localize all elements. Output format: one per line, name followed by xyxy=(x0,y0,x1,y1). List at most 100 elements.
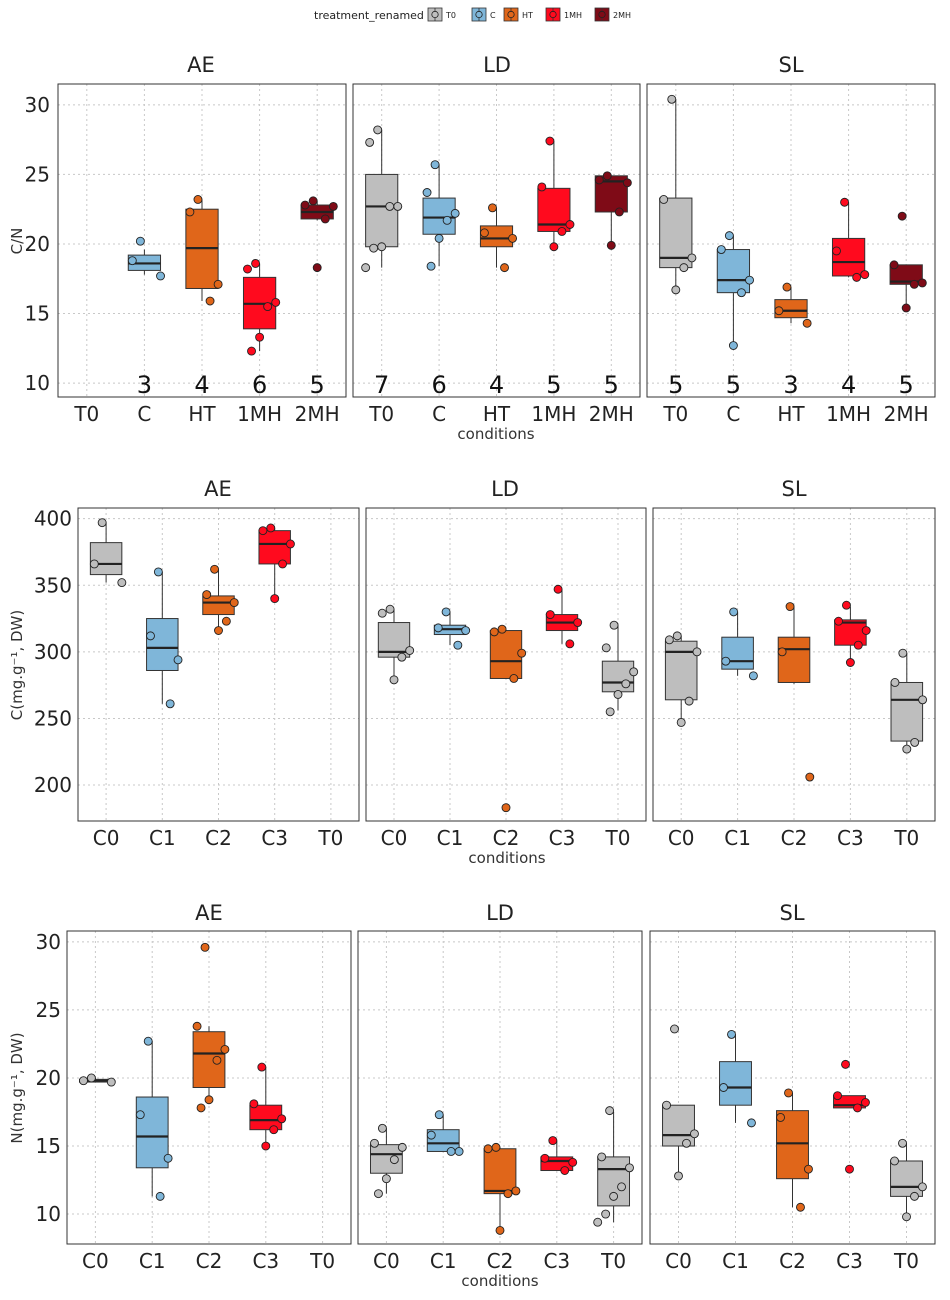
data-point xyxy=(393,201,403,211)
data-point xyxy=(729,607,739,617)
data-point xyxy=(163,1153,173,1163)
legend-label: 1MH xyxy=(564,11,582,20)
box-body xyxy=(146,618,179,671)
box-body xyxy=(258,530,291,565)
x-tick-label: C2 xyxy=(205,826,232,850)
data-point xyxy=(842,600,851,610)
box-body xyxy=(890,1160,923,1197)
data-point xyxy=(629,667,639,677)
count-label: 5 xyxy=(310,371,325,399)
box-c3 xyxy=(834,600,871,667)
data-point xyxy=(266,523,276,533)
data-point xyxy=(205,296,215,306)
facet-sl: SL C0 C1 C2 C3 T0 xyxy=(649,901,936,1273)
data-point xyxy=(737,288,746,298)
data-point xyxy=(221,616,231,626)
data-point xyxy=(434,1110,444,1120)
data-point xyxy=(258,526,268,536)
x-tick-label: T0 xyxy=(605,826,631,850)
legend-key-point xyxy=(475,10,483,19)
data-point xyxy=(200,942,210,952)
x-tick-label: C3 xyxy=(252,1249,279,1273)
data-point xyxy=(861,626,871,635)
data-point xyxy=(491,1142,501,1152)
panel-frame xyxy=(57,83,347,398)
legend-item-1mh: 1MH xyxy=(545,7,582,22)
data-point xyxy=(613,690,623,699)
data-point xyxy=(853,640,863,650)
count-label: 5 xyxy=(899,371,914,399)
data-point xyxy=(692,647,702,657)
panel-frame xyxy=(77,507,360,822)
data-point xyxy=(664,635,674,645)
y-tick-label: 25 xyxy=(25,162,50,186)
box-body xyxy=(890,681,924,742)
data-point xyxy=(890,1156,899,1166)
x-tick-label: C3 xyxy=(543,1249,570,1273)
data-point xyxy=(918,1182,927,1192)
data-point xyxy=(193,195,203,204)
data-point xyxy=(261,1141,271,1151)
facet-title: AE xyxy=(195,901,223,925)
data-point xyxy=(377,1123,387,1133)
data-point xyxy=(422,188,432,197)
data-point xyxy=(597,1152,607,1162)
y-tick-label: 30 xyxy=(36,930,61,954)
facet-ld: LD T0 C HT 1MH 2MH 7 6 4 5 5 xyxy=(352,53,641,426)
x-tick-label: T0 xyxy=(662,402,688,426)
box-body xyxy=(135,1096,169,1169)
data-point xyxy=(568,1157,578,1167)
data-point xyxy=(488,203,497,213)
data-point xyxy=(776,1112,785,1122)
x-tick-label: C1 xyxy=(139,1249,166,1273)
box-body xyxy=(597,1156,631,1207)
data-point xyxy=(270,594,280,604)
data-point xyxy=(214,626,223,635)
data-point xyxy=(674,1171,683,1181)
data-point xyxy=(625,1163,634,1173)
box-c3 xyxy=(249,1062,287,1151)
box-body xyxy=(831,237,866,277)
legend-label: C xyxy=(490,11,496,20)
data-point xyxy=(328,201,338,211)
facet-title: LD xyxy=(483,53,511,77)
data-point xyxy=(601,643,611,653)
box-c3 xyxy=(545,584,583,649)
x-tick-label: HT xyxy=(483,402,511,426)
chart-row-1: C/N 10 15 20 25 30 conditions AE T0 C HT 1MH 2MH 3 4 6 5… xyxy=(8,53,936,443)
count-label: 7 xyxy=(374,371,389,399)
data-point xyxy=(690,1129,699,1139)
legend-title: treatment_renamed xyxy=(314,9,424,22)
data-point xyxy=(517,648,527,658)
count-label: 5 xyxy=(726,371,741,399)
data-point xyxy=(662,1100,671,1110)
y-tick-label: 20 xyxy=(25,232,50,256)
data-point xyxy=(796,1202,805,1212)
legend-item-2mh: 2MH xyxy=(594,7,631,22)
panel-frame xyxy=(652,507,936,822)
box-c xyxy=(716,231,754,350)
data-point xyxy=(553,584,563,594)
data-point xyxy=(146,631,155,641)
box-t0 xyxy=(601,620,639,717)
data-point xyxy=(728,341,738,350)
box-body xyxy=(89,542,123,576)
data-point xyxy=(747,1118,756,1128)
box-c2 xyxy=(483,1142,521,1235)
data-point xyxy=(97,518,107,528)
count-label: 5 xyxy=(604,371,619,399)
data-point xyxy=(902,1212,911,1222)
data-point xyxy=(917,278,927,288)
data-point xyxy=(361,263,371,273)
box-1mh xyxy=(537,136,575,252)
x-tick-label: 1MH xyxy=(237,402,282,426)
data-point xyxy=(257,1062,267,1072)
box-body xyxy=(483,1148,517,1195)
x-axis-title: conditions xyxy=(457,425,534,443)
data-point xyxy=(89,559,99,569)
box-c0 xyxy=(78,1073,116,1087)
box-c0 xyxy=(369,1123,407,1199)
facet-sl: SL T0 C HT 1MH 2MH 5 5 3 4 5 xyxy=(646,53,936,426)
data-point xyxy=(405,646,415,655)
